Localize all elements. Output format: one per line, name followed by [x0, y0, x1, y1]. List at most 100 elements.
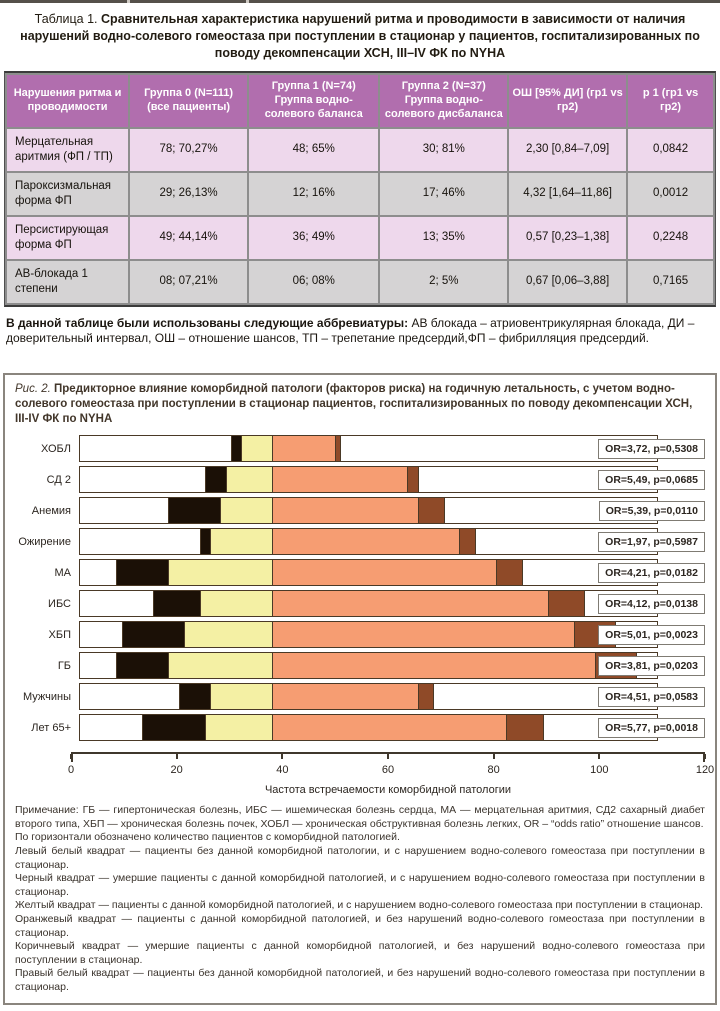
bar-segment-orange [272, 715, 507, 741]
bar-segment-left-white [80, 498, 169, 524]
bar-segment-brown [547, 591, 585, 617]
cell-g0: 78; 70,27% [130, 128, 248, 171]
cell-rowname: Пароксизмальная форма ФП [7, 172, 129, 215]
rule-gap [127, 0, 130, 3]
bar-segment-yellow [241, 436, 273, 462]
bar-segment-orange [272, 498, 418, 524]
cropped-top-rule [0, 0, 720, 3]
bar-segment-left-white [80, 653, 117, 679]
bar-segment-black [199, 529, 210, 555]
stacked-bar [79, 497, 659, 525]
or-annotation: OR=3,72, p=0,5308 [598, 438, 705, 459]
chart-row: Мужчины OR=4,51, p=0,0583 [15, 681, 705, 712]
axis-tick-label: 40 [276, 764, 289, 777]
bar-segment-yellow [199, 591, 273, 617]
x-axis-line: 0 20 40 60 80 100 120 [68, 752, 714, 776]
table-abbreviations-note: В данной таблице были использованы следу… [6, 316, 714, 347]
cell-g2: 30; 81% [380, 128, 508, 171]
or-annotation: OR=1,97, p=0,5987 [598, 531, 705, 552]
figure-note: По горизонтали обозначено количество пац… [15, 831, 400, 844]
table-row: Персистирующая форма ФП 49; 44,14% 36; 4… [7, 216, 713, 259]
cell-or: 0,67 [0,06–3,88] [509, 260, 627, 303]
cell-g1: 48; 65% [249, 128, 379, 171]
axis-tick [387, 754, 389, 760]
category-label: Анемия [31, 504, 71, 517]
category-label: ХБП [48, 628, 71, 641]
comparison-table: Нарушения ритма и проводимости Группа 0 … [4, 70, 716, 307]
category-label: Мужчины [22, 690, 71, 703]
cell-rowname: Мерцательная аритмия (ФП / ТП) [7, 128, 129, 171]
col-header-group2: Группа 2 (N=37) Группа водно-солевого ди… [380, 74, 508, 127]
or-annotation: OR=5,39, p=0,0110 [598, 500, 705, 521]
bar-segment-orange [272, 529, 460, 555]
cell-g0: 29; 26,13% [130, 172, 248, 215]
axis-tick [281, 754, 284, 760]
col-header-group1: Группа 1 (N=74) Группа водно-солевого ба… [249, 74, 379, 127]
rule-gap [246, 0, 249, 3]
bar-plot: OR=4,51, p=0,0583 [79, 683, 705, 711]
bar-plot: OR=5,01, p=0,0023 [79, 621, 705, 649]
cell-p: 0,0842 [628, 128, 713, 171]
category-label: Лет 65+ [31, 721, 71, 734]
bar-plot: OR=4,12, p=0,0138 [79, 590, 705, 618]
bar-segment-brown [417, 498, 444, 524]
x-axis-title: Частота встречаемости коморбидной патоло… [264, 784, 512, 797]
figure-note: Черный квадрат — умершие пациенты с данн… [15, 872, 705, 898]
axis-tick [704, 754, 706, 760]
axis-tick [70, 754, 72, 760]
bar-segment-yellow [168, 653, 273, 679]
axis-tick-label: 100 [590, 764, 609, 777]
stacked-bar [79, 621, 659, 649]
bar-segment-black [178, 684, 210, 710]
bar-segment-black [121, 622, 184, 648]
figure-note: Желтый квадрат — пациенты с данной комор… [15, 899, 704, 912]
bar-segment-brown [407, 467, 418, 493]
col-header-arrhythmia: Нарушения ритма и проводимости [7, 74, 129, 127]
or-annotation: OR=4,21, p=0,0182 [598, 562, 705, 583]
bar-segment-orange [272, 653, 595, 679]
category-label: Ожирение [18, 535, 71, 548]
chart-row: ХОБЛ OR=3,72, p=0,5308 [15, 433, 705, 464]
bar-segment-yellow [168, 560, 273, 586]
bar-segment-left-white [80, 560, 117, 586]
axis-tick-label: 80 [487, 764, 500, 777]
bar-chart: ХОБЛ OR=3,72, p=0,5308 СД 2 OR=5,49, p=0,06… [15, 433, 705, 743]
table-label: Таблица 1. [34, 12, 98, 26]
bar-segment-left-white [80, 436, 231, 462]
stacked-bar [79, 590, 659, 618]
bar-plot: OR=4,21, p=0,0182 [79, 559, 705, 587]
stacked-bar [79, 435, 659, 463]
chart-row: СД 2 OR=5,49, p=0,0685 [15, 464, 705, 495]
axis-tick-label: 0 [67, 764, 75, 777]
bar-segment-yellow [209, 529, 273, 555]
chart-row: ХБП OR=5,01, p=0,0023 [15, 619, 705, 650]
cell-g0: 08; 07,21% [130, 260, 248, 303]
axis-tick [492, 754, 495, 760]
bar-segment-orange [272, 591, 548, 617]
bar-segment-yellow [183, 622, 273, 648]
cell-p: 0,7165 [628, 260, 713, 303]
bar-segment-left-white [80, 467, 205, 493]
bar-segment-black [152, 591, 200, 617]
figure-label: Рис. 2. [15, 383, 51, 396]
cell-g2: 13; 35% [380, 216, 508, 259]
bar-segment-brown [459, 529, 476, 555]
bar-plot: OR=1,97, p=0,5987 [79, 528, 705, 556]
table-row: Мерцательная аритмия (ФП / ТП) 78; 70,27… [7, 128, 713, 171]
bar-segment-orange [272, 467, 408, 493]
bar-segment-black [116, 653, 169, 679]
bar-segment-brown [506, 715, 543, 741]
chart-row: ГБ OR=3,81, p=0,0203 [15, 650, 705, 681]
category-label: ИБС [48, 597, 71, 610]
bar-segment-black [116, 560, 169, 586]
bar-segment-brown [334, 436, 340, 462]
or-annotation: OR=5,01, p=0,0023 [598, 624, 705, 645]
bar-segment-orange [272, 560, 496, 586]
figure-note: Оранжевый квадрат — пациенты с данной ко… [15, 912, 705, 939]
chart-row: Лет 65+ OR=5,77, p=0,0018 [15, 712, 705, 743]
col-header-p: р 1 (гр1 vs гр2) [628, 74, 713, 127]
bar-segment-yellow [204, 715, 273, 741]
bar-segment-orange [272, 684, 418, 710]
bar-segment-left-white [80, 684, 179, 710]
chart-row: ИБС OR=4,12, p=0,0138 [15, 588, 705, 619]
